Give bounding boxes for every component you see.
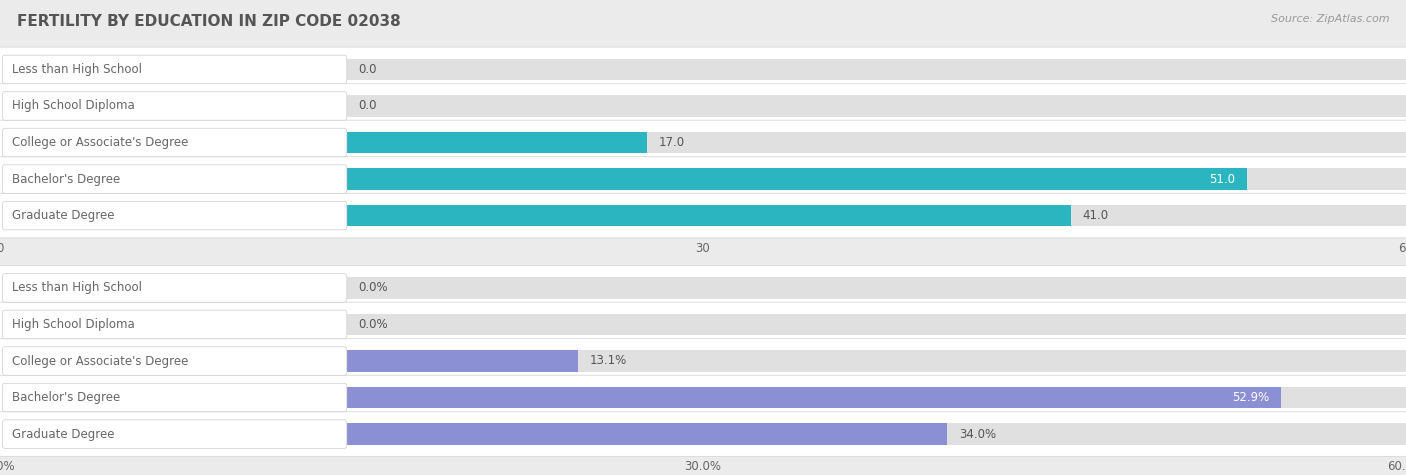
Text: 51.0: 51.0 bbox=[1209, 172, 1236, 186]
FancyBboxPatch shape bbox=[347, 169, 1406, 190]
FancyBboxPatch shape bbox=[347, 351, 578, 371]
Text: 13.1%: 13.1% bbox=[589, 354, 627, 368]
Text: FERTILITY BY EDUCATION IN ZIP CODE 02038: FERTILITY BY EDUCATION IN ZIP CODE 02038 bbox=[17, 14, 401, 29]
Text: Less than High School: Less than High School bbox=[11, 63, 142, 76]
Text: College or Associate's Degree: College or Associate's Degree bbox=[11, 136, 188, 149]
Text: Less than High School: Less than High School bbox=[11, 281, 142, 294]
FancyBboxPatch shape bbox=[0, 302, 1406, 347]
FancyBboxPatch shape bbox=[3, 55, 347, 84]
FancyBboxPatch shape bbox=[0, 375, 1406, 420]
FancyBboxPatch shape bbox=[347, 132, 647, 153]
FancyBboxPatch shape bbox=[347, 424, 948, 445]
FancyBboxPatch shape bbox=[0, 120, 1406, 165]
Text: 0.0%: 0.0% bbox=[359, 318, 388, 331]
FancyBboxPatch shape bbox=[3, 310, 347, 339]
Text: College or Associate's Degree: College or Associate's Degree bbox=[11, 354, 188, 368]
FancyBboxPatch shape bbox=[347, 205, 1070, 226]
FancyBboxPatch shape bbox=[347, 387, 1281, 408]
Text: 0.0%: 0.0% bbox=[359, 281, 388, 294]
FancyBboxPatch shape bbox=[0, 84, 1406, 128]
Text: 0.0: 0.0 bbox=[359, 99, 377, 113]
FancyBboxPatch shape bbox=[0, 339, 1406, 383]
FancyBboxPatch shape bbox=[347, 314, 1406, 335]
FancyBboxPatch shape bbox=[0, 193, 1406, 238]
Text: 52.9%: 52.9% bbox=[1232, 391, 1270, 404]
Text: 0.0: 0.0 bbox=[359, 63, 377, 76]
FancyBboxPatch shape bbox=[347, 205, 1406, 226]
FancyBboxPatch shape bbox=[0, 266, 1406, 310]
FancyBboxPatch shape bbox=[347, 169, 1247, 190]
FancyBboxPatch shape bbox=[3, 165, 347, 193]
FancyBboxPatch shape bbox=[0, 412, 1406, 456]
FancyBboxPatch shape bbox=[347, 59, 1406, 80]
Text: 41.0: 41.0 bbox=[1083, 209, 1108, 222]
FancyBboxPatch shape bbox=[347, 95, 1406, 116]
FancyBboxPatch shape bbox=[3, 347, 347, 375]
Text: 34.0%: 34.0% bbox=[959, 428, 995, 441]
FancyBboxPatch shape bbox=[3, 420, 347, 448]
FancyBboxPatch shape bbox=[347, 387, 1406, 408]
Text: Graduate Degree: Graduate Degree bbox=[11, 428, 114, 441]
Text: Bachelor's Degree: Bachelor's Degree bbox=[11, 172, 120, 186]
FancyBboxPatch shape bbox=[347, 351, 1406, 371]
FancyBboxPatch shape bbox=[3, 92, 347, 120]
Text: High School Diploma: High School Diploma bbox=[11, 318, 135, 331]
Text: Graduate Degree: Graduate Degree bbox=[11, 209, 114, 222]
FancyBboxPatch shape bbox=[347, 424, 1406, 445]
Text: 17.0: 17.0 bbox=[658, 136, 685, 149]
FancyBboxPatch shape bbox=[347, 132, 1406, 153]
FancyBboxPatch shape bbox=[3, 128, 347, 157]
Text: Source: ZipAtlas.com: Source: ZipAtlas.com bbox=[1271, 14, 1389, 24]
FancyBboxPatch shape bbox=[3, 201, 347, 230]
FancyBboxPatch shape bbox=[3, 274, 347, 302]
Text: Bachelor's Degree: Bachelor's Degree bbox=[11, 391, 120, 404]
FancyBboxPatch shape bbox=[0, 157, 1406, 201]
FancyBboxPatch shape bbox=[3, 383, 347, 412]
Text: High School Diploma: High School Diploma bbox=[11, 99, 135, 113]
FancyBboxPatch shape bbox=[0, 47, 1406, 92]
FancyBboxPatch shape bbox=[347, 277, 1406, 298]
